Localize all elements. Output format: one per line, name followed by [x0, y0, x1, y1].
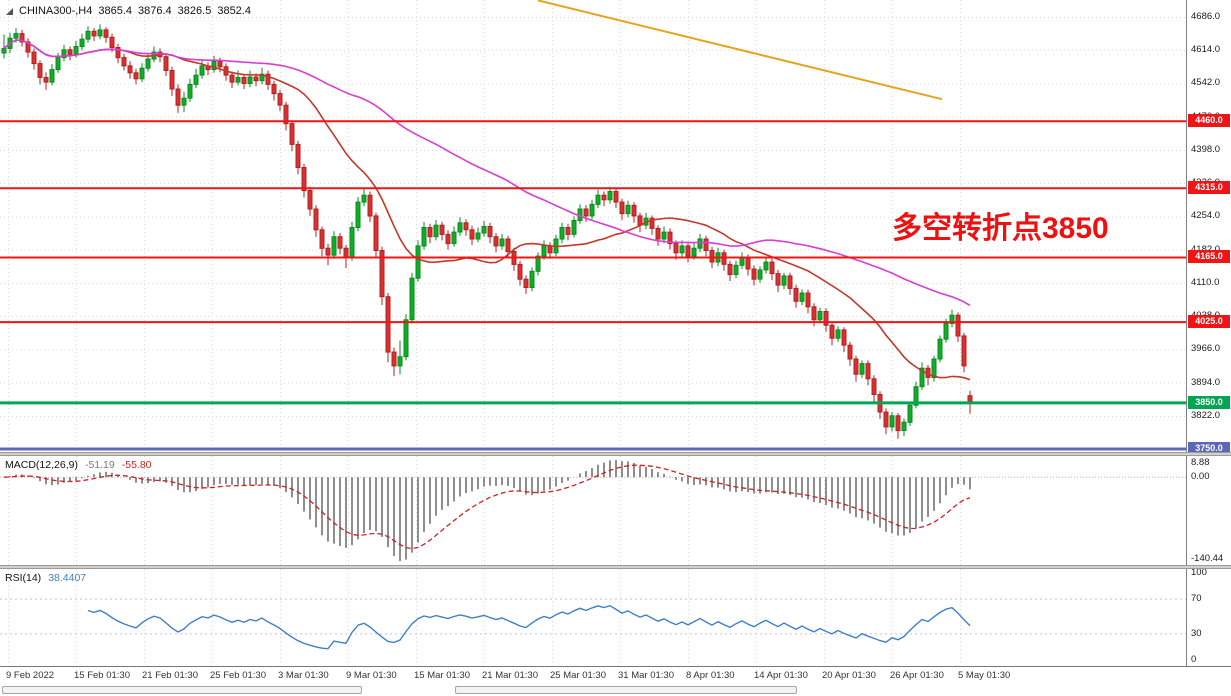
rsi-scale-label: 30	[1191, 627, 1202, 639]
price-axis-label: 4542.0	[1191, 77, 1221, 89]
annotation-text[interactable]: 多空转折点3850	[892, 212, 1109, 245]
price-axis-label: 4686.0	[1191, 11, 1221, 22]
macd-value-signal: -55.80	[121, 459, 152, 471]
macd-label: MACD(12,26,9) -51.19 -55.80	[5, 459, 152, 471]
ohlc-close: 3852.4	[217, 5, 251, 17]
bottom-tab[interactable]	[2, 686, 362, 694]
rsi-scale-label: 0	[1191, 654, 1197, 665]
hline-price-tag: 3850.0	[1188, 395, 1230, 409]
main-chart-plot[interactable]	[0, 0, 1186, 452]
time-label: 5 May 01:30	[958, 670, 1011, 681]
main-chart-panel[interactable]: CHINA300-,H4 3865.4 3876.4 3826.5 3852.4…	[0, 0, 1186, 452]
price-axis-label: 4254.0	[1191, 210, 1221, 222]
price-axis-label: 3822.0	[1191, 409, 1221, 421]
macd-scale-label: 0.00	[1191, 471, 1210, 483]
macd-histogram	[9, 460, 971, 561]
candles[interactable]	[1, 24, 973, 439]
hline-price-tag: 4315.0	[1188, 181, 1230, 195]
price-axis-label: 4110.0	[1191, 276, 1220, 288]
fast-ma-line	[3, 39, 971, 381]
symbol-timeframe: CHINA300-,H4	[19, 5, 93, 17]
time-label: 25 Feb 01:30	[210, 670, 266, 681]
rsi-plot[interactable]	[0, 569, 1186, 664]
bottom-bar	[0, 685, 1231, 696]
time-label: 14 Apr 01:30	[754, 670, 808, 681]
time-label: 3 Mar 01:30	[278, 670, 329, 681]
macd-plot[interactable]	[0, 456, 1186, 565]
price-axis-label: 4614.0	[1191, 44, 1221, 56]
trendline[interactable]	[537, 0, 943, 101]
rsi-panel[interactable]: RSI(14) 38.4407	[0, 569, 1186, 664]
time-label: 20 Apr 01:30	[822, 670, 876, 681]
ohlc-open: 3865.4	[98, 5, 133, 17]
slow-ma-line	[3, 39, 971, 307]
macd-name: MACD(12,26,9)	[5, 459, 78, 471]
hline-price-tag: 3750.0	[1188, 442, 1230, 455]
time-label: 9 Feb 2022	[6, 670, 55, 681]
rsi-line	[87, 604, 971, 650]
rsi-value: 38.4407	[48, 572, 87, 584]
rsi-scale-label: 70	[1191, 593, 1202, 605]
hline-price-tag: 4460.0	[1188, 114, 1230, 128]
price-axis-label: 4182.0	[1191, 243, 1221, 255]
panel-splitter[interactable]	[0, 452, 1231, 456]
price-axis-label: 3894.0	[1191, 376, 1221, 388]
time-label: 21 Feb 01:30	[142, 670, 198, 681]
hline-price-tag: 4165.0	[1188, 250, 1230, 264]
time-label: 26 Apr 01:30	[890, 670, 944, 681]
price-axis-label: 3966.0	[1191, 343, 1221, 355]
price-axis[interactable]: 4686.04614.04542.04470.04398.04326.04254…	[1186, 0, 1231, 666]
panel-splitter[interactable]	[0, 565, 1231, 569]
time-label: 15 Feb 01:30	[74, 670, 130, 681]
time-label: 31 Mar 01:30	[618, 670, 674, 681]
time-axis[interactable]: 9 Feb 2022 15 Feb 01:30 21 Feb 01:30 25 Feb…	[0, 666, 1231, 685]
macd-panel[interactable]: MACD(12,26,9) -51.19 -55.80	[0, 456, 1186, 565]
time-label: 9 Mar 01:30	[346, 670, 397, 681]
macd-value-main: -51.19	[84, 459, 115, 471]
time-label: 21 Mar 01:30	[482, 670, 538, 681]
bottom-tab[interactable]	[455, 686, 797, 694]
time-label: 25 Mar 01:30	[550, 670, 606, 681]
chart-title: CHINA300-,H4 3865.4 3876.4 3826.5 3852.4	[6, 5, 251, 17]
rsi-scale-label: 100	[1191, 567, 1207, 578]
ohlc-low: 3826.5	[177, 5, 212, 17]
time-label: 15 Mar 01:30	[414, 670, 470, 681]
hline-price-tag: 4025.0	[1188, 315, 1230, 329]
macd-scale-label: 8.88	[1191, 457, 1210, 468]
price-axis-label: 4398.0	[1191, 143, 1221, 155]
rsi-name: RSI(14)	[5, 572, 42, 584]
macd-scale-label: -140.44	[1191, 553, 1224, 564]
symbol-marker-icon	[6, 7, 13, 15]
rsi-label: RSI(14) 38.4407	[5, 572, 86, 584]
ohlc-high: 3876.4	[138, 5, 172, 17]
macd-signal-line	[3, 464, 971, 550]
time-label: 8 Apr 01:30	[686, 670, 735, 681]
